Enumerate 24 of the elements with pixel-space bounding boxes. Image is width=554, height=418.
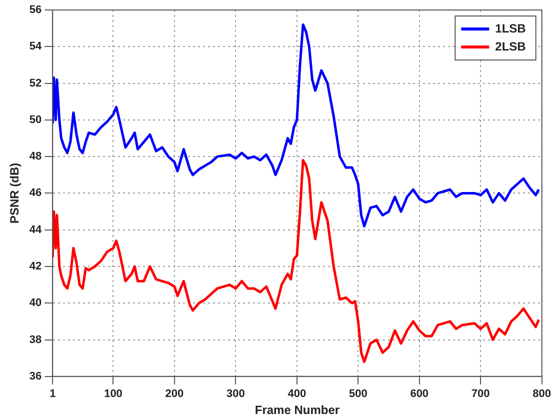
x-tick-label: 800: [532, 388, 552, 400]
x-tick-label: 600: [410, 388, 429, 400]
y-tick-label: 52: [29, 77, 42, 90]
y-tick-label: 40: [29, 297, 42, 310]
y-tick-label: 48: [29, 150, 42, 163]
x-tick-label: 200: [165, 388, 184, 400]
x-tick-label: 300: [226, 388, 245, 400]
y-tick-label: 36: [29, 370, 42, 382]
y-tick-label: 56: [29, 4, 42, 16]
x-tick-label: 500: [348, 388, 368, 400]
y-tick-label: 54: [29, 40, 43, 53]
legend-label: 2LSB: [495, 39, 526, 54]
y-tick-label: 50: [29, 114, 42, 126]
legend-label: 1LSB: [495, 21, 526, 36]
y-axis-title: PSNR (dB): [8, 162, 22, 224]
y-tick-label: 38: [29, 334, 42, 346]
x-tick-label: 1: [50, 388, 56, 400]
y-tick-label: 46: [29, 187, 42, 200]
y-tick-label: 44: [29, 224, 43, 236]
x-tick-label: 700: [471, 388, 490, 400]
x-tick-label: 100: [104, 388, 122, 400]
y-tick-label: 42: [29, 260, 42, 273]
x-axis-title: Frame Number: [254, 403, 340, 418]
x-tick-label: 400: [288, 388, 306, 400]
